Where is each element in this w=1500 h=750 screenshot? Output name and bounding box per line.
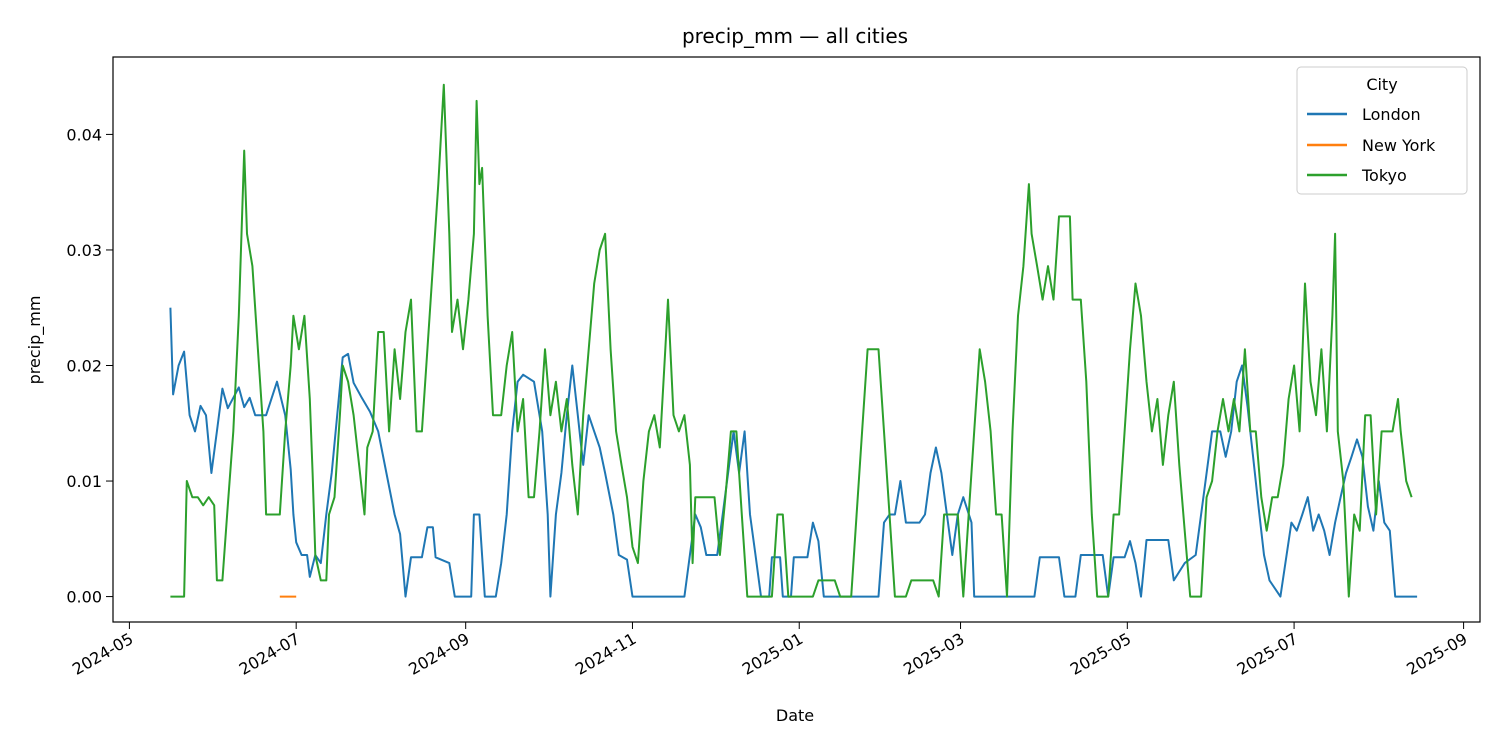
y-tick-label: 0.01: [66, 472, 102, 491]
legend-title: City: [1366, 75, 1397, 94]
y-tick-label: 0.04: [66, 125, 102, 144]
plot-lines: [169, 83, 1418, 598]
series-line-tokyo: [170, 83, 1413, 598]
y-tick-label: 0.03: [66, 241, 102, 260]
legend-label-tokyo: Tokyo: [1361, 166, 1407, 185]
y-axis: 0.00 0.01 0.02 0.03 0.04: [66, 125, 113, 607]
legend-label-london: London: [1362, 105, 1421, 124]
legend: City London New York Tokyo: [1296, 66, 1468, 195]
x-axis-label: Date: [776, 706, 814, 725]
legend-box: [1296, 66, 1468, 195]
chart-title: precip_mm — all cities: [682, 24, 908, 48]
plot-frame: [112, 56, 1481, 623]
y-tick-label: 0.00: [66, 588, 102, 607]
y-axis-label: precip_mm: [25, 296, 45, 385]
y-tick-label: 0.02: [66, 356, 102, 375]
series-line-london: [169, 307, 1418, 598]
legend-label-new-york: New York: [1362, 136, 1436, 155]
